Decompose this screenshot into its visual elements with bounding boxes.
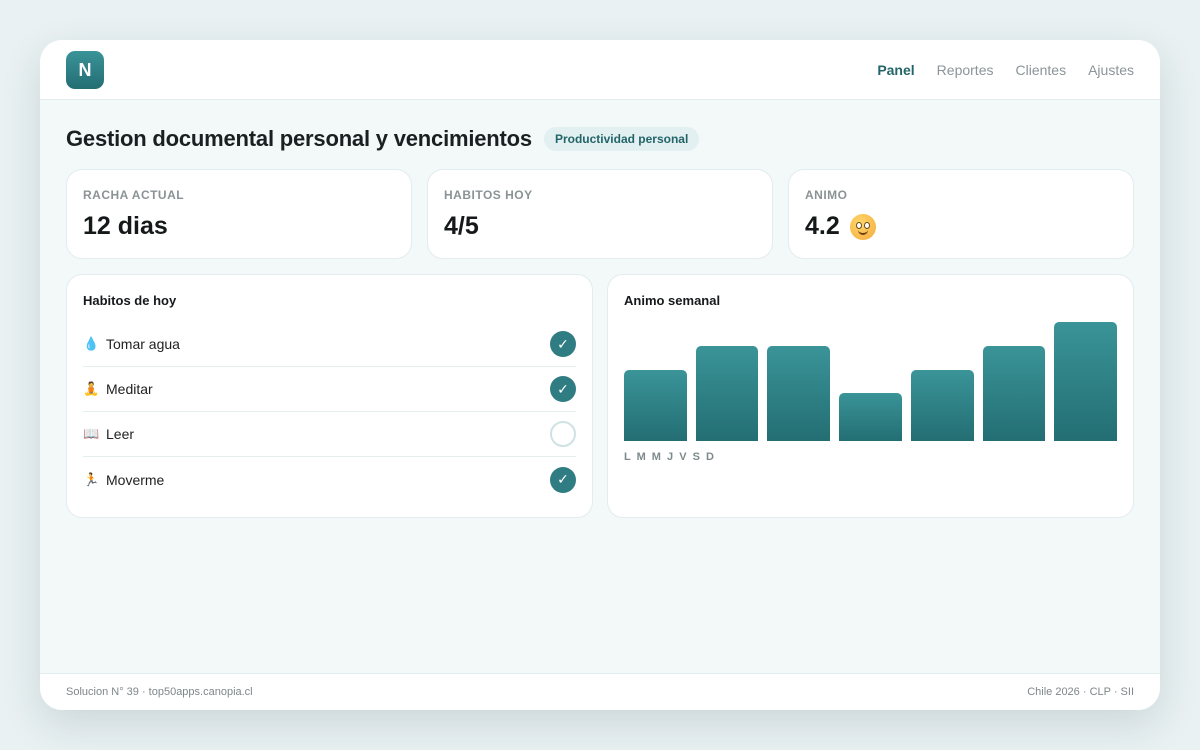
- smiling-face-emoji-icon: [849, 213, 876, 240]
- chart-day-labels: L M M J V S D: [624, 451, 716, 463]
- habit-checkbox[interactable]: ✓: [550, 376, 576, 402]
- title-row: Gestion documental personal y vencimient…: [66, 126, 700, 152]
- stat-value: 4/5: [444, 212, 479, 241]
- habit-checkbox[interactable]: ✓: [550, 331, 576, 357]
- meditate-icon: 🧘: [83, 381, 100, 396]
- stat-label: RACHA ACTUAL: [83, 188, 185, 202]
- habit-row: 🏃 Moverme ✓: [83, 457, 576, 502]
- footer-left: Solucion N° 39 · top50apps.canopia.cl: [66, 686, 253, 698]
- book-icon: 📖: [83, 426, 100, 441]
- category-tag: Productividad personal: [543, 127, 700, 151]
- page-title: Gestion documental personal y vencimient…: [66, 126, 532, 151]
- check-icon: ✓: [557, 335, 569, 352]
- footer: Solucion N° 39 · top50apps.canopia.cl Ch…: [40, 673, 1160, 710]
- habit-list: 💧 Tomar agua ✓ 🧘 Meditar ✓ 📖 Leer 🏃 Moverme ✓: [83, 322, 576, 502]
- nav-clientes[interactable]: Clientes: [1015, 62, 1067, 78]
- nav-ajustes[interactable]: Ajustes: [1088, 62, 1134, 78]
- habit-label: Meditar: [106, 381, 153, 397]
- check-icon: ✓: [557, 380, 569, 397]
- habit-row: 💧 Tomar agua ✓: [83, 322, 576, 367]
- app-window: N Panel Reportes Clientes Ajustes Gestio…: [40, 40, 1160, 710]
- habit-left: 🧘 Meditar: [83, 381, 153, 397]
- habit-left: 💧 Tomar agua: [83, 336, 180, 352]
- chart-bar-d-6: [1054, 322, 1117, 441]
- top-bar: N Panel Reportes Clientes Ajustes: [40, 40, 1160, 100]
- habit-left: 📖 Leer: [83, 426, 134, 442]
- nav-reportes[interactable]: Reportes: [936, 62, 994, 78]
- chart-bar-l-0: [624, 369, 687, 441]
- chart-bar-m-1: [695, 345, 759, 441]
- check-icon: ✓: [557, 471, 569, 487]
- stat-card-habits: HABITOS HOY 4/5: [427, 169, 773, 259]
- stat-value: 4.2: [805, 212, 876, 241]
- streak-value: 12 dias: [83, 212, 168, 240]
- chart-bar-v-4: [910, 369, 974, 441]
- habit-left: 🏃 Moverme: [83, 472, 164, 488]
- stat-value: 12 dias: [83, 212, 168, 241]
- habit-checkbox[interactable]: [550, 421, 576, 447]
- habit-row: 🧘 Meditar ✓: [83, 367, 576, 412]
- mood-bar-chart: [624, 321, 1117, 441]
- stat-card-mood: ANIMO 4.2: [788, 169, 1134, 259]
- habits-title: Habitos de hoy: [83, 293, 177, 308]
- nav-panel[interactable]: Panel: [877, 62, 915, 78]
- droplet-icon: 💧: [83, 336, 100, 351]
- chart-bar-s-5: [982, 345, 1046, 441]
- stat-card-streak: RACHA ACTUAL 12 dias: [66, 169, 412, 259]
- chart-bar-m-2: [767, 345, 831, 441]
- habit-label: Tomar agua: [106, 336, 180, 352]
- main-nav: Panel Reportes Clientes Ajustes: [877, 40, 1134, 100]
- habits-card: Habitos de hoy 💧 Tomar agua ✓ 🧘 Meditar ✓ 📖 Lee…: [66, 274, 593, 518]
- habit-label: Moverme: [106, 471, 165, 488]
- mood-value: 4.2: [805, 212, 840, 240]
- chart-bar-j-3: [839, 393, 902, 441]
- stat-label: HABITOS HOY: [444, 188, 533, 202]
- mood-chart-card: Animo semanal L M M J V S D: [607, 274, 1134, 518]
- habit-row: 📖 Leer: [83, 412, 576, 457]
- habits-value: 4/5: [444, 212, 479, 240]
- habit-checkbox[interactable]: ✓: [550, 466, 576, 493]
- habit-label: Leer: [106, 426, 135, 442]
- app-logo[interactable]: N: [66, 51, 104, 89]
- runner-icon: 🏃: [83, 471, 100, 487]
- stat-label: ANIMO: [805, 188, 848, 202]
- footer-right: Chile 2026 · CLP · SII: [1027, 686, 1134, 698]
- chart-title: Animo semanal: [624, 293, 721, 308]
